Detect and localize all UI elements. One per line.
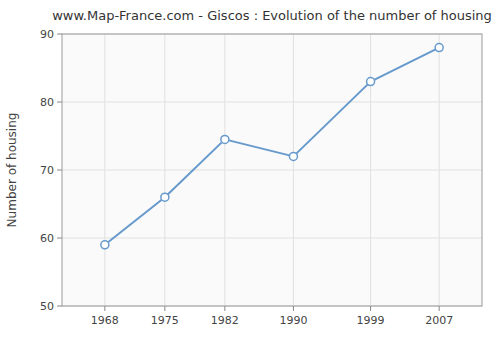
point [221,135,229,143]
tick-mark [57,34,62,35]
grid-line [439,34,440,306]
tick-mark [439,306,440,311]
chart-container: 50 60 70 80 90 1968 1975 1982 1990 1999 2007 www.Ma… [0,0,500,340]
point [367,78,375,86]
point [101,241,109,249]
tick-mark [57,306,62,307]
tick-label: 1982 [211,314,239,327]
tick-label: 50 [40,300,54,313]
tick-mark [164,306,165,311]
tick-label: 90 [40,28,54,41]
point [289,152,297,160]
tick-label: 1999 [357,314,385,327]
tick-mark [104,306,105,311]
tick-label: 2007 [425,314,453,327]
chart: 50 60 70 80 90 1968 1975 1982 1990 1999 2007 www.Ma… [0,0,500,340]
tick-mark [293,306,294,311]
point [435,44,443,52]
tick-mark [224,306,225,311]
tick-label: 80 [40,96,54,109]
tick-mark [57,170,62,171]
tick-label: 60 [40,232,54,245]
title: www.Map-France.com - Giscos : Evolution … [52,8,492,23]
grid-line [164,34,165,306]
tick-label: 70 [40,164,54,177]
series-group [101,44,443,249]
plot-frame [62,34,482,306]
grid-line [62,238,482,239]
tick-mark [370,306,371,311]
plot-background [62,34,482,306]
line [105,48,439,245]
grid-line [104,34,105,306]
grid-line [224,34,225,306]
tick-label: 1975 [151,314,179,327]
grid-line [370,34,371,306]
grid-line [293,34,294,306]
tick-label: 1968 [91,314,119,327]
tick-label: 1990 [279,314,307,327]
axis-label: Number of housing [5,113,19,228]
grid-line [62,170,482,171]
point [161,193,169,201]
grid-line [62,102,482,103]
tick-mark [57,238,62,239]
tick-mark [57,102,62,103]
